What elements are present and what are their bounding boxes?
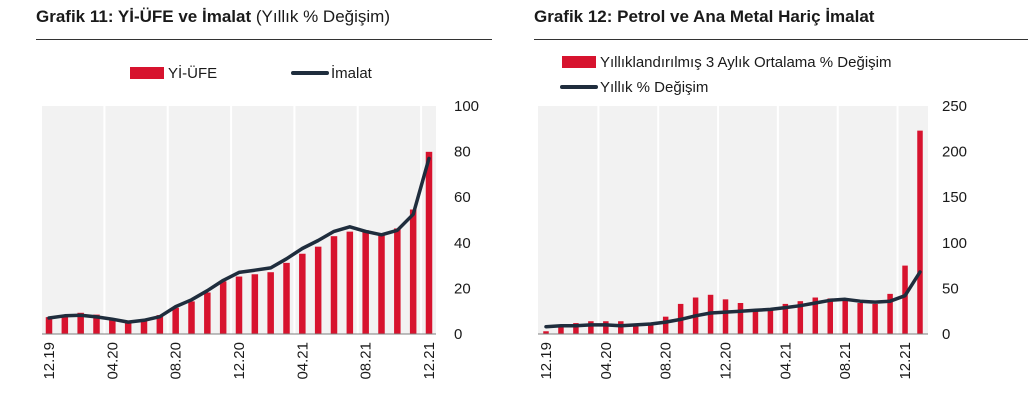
bar	[61, 314, 69, 334]
bar	[633, 325, 639, 334]
x-tick-label: 12.19	[538, 342, 555, 380]
y-tick-label: 50	[942, 280, 959, 297]
bar	[314, 246, 322, 334]
x-tick-label: 04.20	[104, 342, 121, 380]
x-tick-label: 04.21	[294, 342, 311, 380]
bar	[330, 236, 338, 334]
legend-swatch-bar	[562, 56, 596, 68]
bar	[722, 299, 729, 334]
bar	[425, 151, 433, 334]
bar	[77, 312, 84, 334]
bar	[394, 228, 401, 334]
chart-panel-2: Grafik 12: Petrol ve Ana Metal Hariç İma…	[528, 0, 1036, 401]
bar	[842, 299, 848, 334]
bar	[588, 321, 594, 334]
y-tick-label: 80	[454, 144, 471, 161]
bar	[558, 325, 564, 334]
chart-2-svg: 0 50 100 150 200 250 12.19 04.20 08.20 12.20 04.21…	[538, 54, 967, 380]
chart-1-svg: 0 20 40 60 80 100 12.19 04.20 08.20 12.20 04.21 08.…	[41, 64, 479, 380]
bar	[887, 293, 893, 334]
title-rule	[36, 39, 492, 40]
x-tick-label: 04.20	[598, 342, 615, 380]
x-tick-label: 12.21	[897, 342, 914, 380]
bar	[409, 209, 417, 334]
bar	[782, 303, 789, 334]
chart-panel-1: Grafik 11: Yİ-ÜFE ve İmalat (Yıllık % De…	[0, 0, 500, 401]
bar	[573, 323, 579, 334]
chart-title-normal: (Yıllık % Değişim)	[255, 7, 390, 26]
legend-swatch-bar	[130, 67, 164, 79]
bar	[235, 276, 243, 334]
bar	[662, 316, 669, 334]
bar	[219, 281, 227, 334]
y-tick-label: 100	[454, 98, 479, 115]
x-tick-label: 12.20	[231, 342, 248, 380]
legend-label: Yıllıklandırılmış 3 Aylık Ortalama % Değ…	[600, 54, 891, 71]
legend-label: İmalat	[331, 64, 373, 82]
bar	[647, 324, 654, 334]
bar	[737, 302, 744, 334]
x-tick-label: 08.20	[658, 342, 675, 380]
bar	[267, 272, 274, 334]
chart-title: Grafik 12: Petrol ve Ana Metal Hariç İma…	[534, 6, 874, 28]
bar	[251, 274, 259, 334]
x-tick-label: 08.21	[358, 342, 375, 380]
bar	[797, 301, 804, 334]
bar	[45, 317, 53, 334]
bar	[752, 310, 759, 334]
bar	[299, 253, 306, 334]
bar	[857, 302, 863, 334]
x-tick-label: 12.21	[421, 342, 438, 380]
plot-area	[538, 106, 928, 334]
chart-title: Grafik 11: Yİ-ÜFE ve İmalat (Yıllık % De…	[36, 6, 390, 28]
y-tick-label: 40	[454, 235, 471, 252]
bar	[603, 321, 609, 334]
y-tick-label: 100	[942, 235, 967, 252]
bar	[872, 303, 878, 334]
bar	[543, 331, 549, 334]
bar	[93, 314, 100, 334]
bar	[378, 233, 385, 334]
bar	[140, 319, 148, 334]
bar	[362, 230, 369, 334]
bar	[767, 308, 774, 334]
x-tick-label: 08.21	[837, 342, 854, 380]
legend-label: Yİ-ÜFE	[168, 64, 217, 82]
bar	[618, 321, 624, 334]
bar	[283, 262, 290, 334]
x-tick-label: 08.20	[168, 342, 185, 380]
bar	[204, 292, 211, 334]
y-tick-label: 250	[942, 98, 967, 115]
x-tick-label: 12.20	[718, 342, 735, 380]
chart-title-bold: Grafik 11: Yİ-ÜFE ve İmalat	[36, 7, 252, 26]
bar	[156, 315, 164, 334]
y-tick-label: 150	[942, 189, 967, 206]
series-line	[544, 270, 922, 329]
y-tick-label: 200	[942, 144, 967, 161]
y-tick-label: 20	[454, 280, 471, 297]
bar	[188, 301, 195, 334]
bar	[172, 307, 179, 334]
bar	[902, 265, 908, 334]
x-tick-label: 04.21	[777, 342, 794, 380]
chart-title-bold: Grafik 12: Petrol ve Ana Metal Hariç İma…	[534, 7, 875, 26]
bar	[346, 231, 354, 334]
bar	[812, 297, 819, 334]
x-tick-label: 12.19	[41, 342, 58, 380]
series-line	[47, 156, 431, 324]
y-tick-label: 0	[454, 326, 462, 343]
bar	[827, 298, 833, 334]
title-rule	[534, 39, 1028, 40]
y-tick-label: 60	[454, 189, 471, 206]
legend-label: Yıllık % Değişim	[600, 79, 708, 96]
y-tick-label: 0	[942, 326, 950, 343]
bar	[109, 318, 116, 334]
bar	[917, 130, 923, 334]
bar	[124, 321, 132, 334]
